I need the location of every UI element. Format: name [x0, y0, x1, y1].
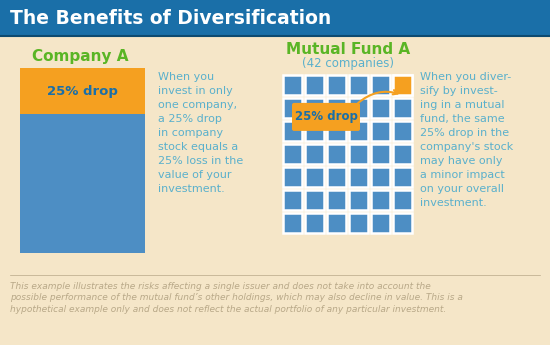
- Text: This example illustrates the risks affecting a single issuer and does not take i: This example illustrates the risks affec…: [10, 282, 431, 291]
- Bar: [283, 121, 302, 141]
- Bar: [349, 144, 368, 164]
- Bar: [305, 121, 324, 141]
- Bar: [283, 75, 302, 95]
- Bar: [393, 98, 412, 118]
- Bar: [371, 98, 390, 118]
- Bar: [349, 121, 368, 141]
- Bar: [393, 167, 412, 187]
- Bar: [327, 213, 346, 233]
- Text: The Benefits of Diversification: The Benefits of Diversification: [10, 9, 331, 28]
- FancyBboxPatch shape: [292, 103, 360, 131]
- Bar: [327, 75, 346, 95]
- Bar: [305, 167, 324, 187]
- Bar: [305, 144, 324, 164]
- Bar: [327, 121, 346, 141]
- Bar: [20, 68, 145, 114]
- Bar: [371, 121, 390, 141]
- Text: (42 companies): (42 companies): [302, 57, 394, 69]
- Bar: [349, 167, 368, 187]
- Bar: [305, 75, 324, 95]
- Bar: [393, 75, 412, 95]
- Bar: [371, 167, 390, 187]
- Text: hypothetical example only and does not reflect the actual portfolio of any parti: hypothetical example only and does not r…: [10, 305, 446, 314]
- Bar: [327, 98, 346, 118]
- Bar: [371, 75, 390, 95]
- Bar: [305, 98, 324, 118]
- Bar: [283, 213, 302, 233]
- Text: When you diver-
sify by invest-
ing in a mutual
fund, the same
25% drop in the
c: When you diver- sify by invest- ing in a…: [420, 72, 513, 208]
- Text: 25% drop: 25% drop: [295, 110, 358, 124]
- Bar: [393, 213, 412, 233]
- Bar: [283, 190, 302, 210]
- Bar: [283, 98, 302, 118]
- Bar: [393, 190, 412, 210]
- Bar: [349, 190, 368, 210]
- Bar: [349, 98, 368, 118]
- Bar: [283, 167, 302, 187]
- Bar: [327, 144, 346, 164]
- Bar: [393, 121, 412, 141]
- FancyArrowPatch shape: [358, 90, 398, 103]
- Text: Company A: Company A: [32, 49, 128, 63]
- Bar: [349, 213, 368, 233]
- Text: possible performance of the mutual fund’s other holdings, which may also decline: possible performance of the mutual fund’…: [10, 294, 463, 303]
- Bar: [349, 75, 368, 95]
- Bar: [371, 190, 390, 210]
- Bar: [0, 0, 550, 36]
- Bar: [371, 213, 390, 233]
- Bar: [283, 144, 302, 164]
- Bar: [20, 68, 145, 253]
- Bar: [371, 144, 390, 164]
- Bar: [327, 167, 346, 187]
- Text: 25% drop: 25% drop: [47, 85, 118, 98]
- Bar: [305, 213, 324, 233]
- Bar: [305, 190, 324, 210]
- Bar: [327, 190, 346, 210]
- Text: When you
invest in only
one company,
a 25% drop
in company
stock equals a
25% lo: When you invest in only one company, a 2…: [158, 72, 243, 194]
- Bar: [393, 75, 412, 95]
- Text: Mutual Fund A: Mutual Fund A: [286, 42, 410, 58]
- Bar: [393, 144, 412, 164]
